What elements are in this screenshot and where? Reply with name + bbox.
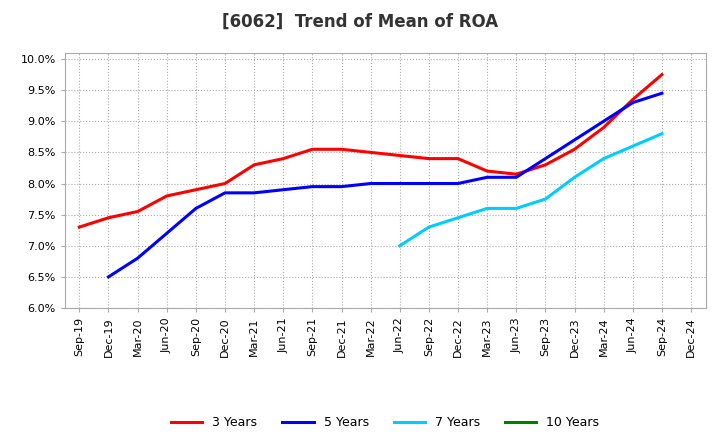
5 Years bbox=[163, 231, 171, 236]
3 Years bbox=[133, 209, 142, 214]
3 Years bbox=[75, 224, 84, 230]
5 Years bbox=[483, 175, 492, 180]
Legend: 3 Years, 5 Years, 7 Years, 10 Years: 3 Years, 5 Years, 7 Years, 10 Years bbox=[166, 411, 604, 434]
3 Years bbox=[308, 147, 317, 152]
7 Years bbox=[599, 156, 608, 161]
5 Years bbox=[104, 274, 113, 279]
7 Years bbox=[454, 215, 462, 220]
7 Years bbox=[483, 206, 492, 211]
7 Years bbox=[425, 224, 433, 230]
5 Years bbox=[541, 156, 550, 161]
5 Years bbox=[629, 100, 637, 105]
3 Years bbox=[163, 193, 171, 198]
7 Years bbox=[629, 143, 637, 149]
7 Years bbox=[512, 206, 521, 211]
5 Years bbox=[133, 256, 142, 261]
5 Years bbox=[366, 181, 375, 186]
3 Years bbox=[570, 147, 579, 152]
3 Years bbox=[483, 169, 492, 174]
5 Years bbox=[308, 184, 317, 189]
3 Years bbox=[629, 97, 637, 102]
5 Years bbox=[599, 119, 608, 124]
5 Years bbox=[279, 187, 287, 192]
5 Years bbox=[454, 181, 462, 186]
3 Years bbox=[657, 72, 666, 77]
Line: 7 Years: 7 Years bbox=[400, 134, 662, 246]
3 Years bbox=[220, 181, 229, 186]
3 Years bbox=[454, 156, 462, 161]
5 Years bbox=[395, 181, 404, 186]
Text: [6062]  Trend of Mean of ROA: [6062] Trend of Mean of ROA bbox=[222, 13, 498, 31]
5 Years bbox=[657, 91, 666, 96]
3 Years bbox=[395, 153, 404, 158]
3 Years bbox=[425, 156, 433, 161]
7 Years bbox=[541, 196, 550, 202]
3 Years bbox=[337, 147, 346, 152]
7 Years bbox=[570, 175, 579, 180]
3 Years bbox=[104, 215, 113, 220]
3 Years bbox=[599, 125, 608, 130]
7 Years bbox=[395, 243, 404, 249]
3 Years bbox=[192, 187, 200, 192]
3 Years bbox=[250, 162, 258, 168]
Line: 3 Years: 3 Years bbox=[79, 75, 662, 227]
3 Years bbox=[541, 162, 550, 168]
Line: 5 Years: 5 Years bbox=[109, 93, 662, 277]
5 Years bbox=[250, 190, 258, 195]
5 Years bbox=[512, 175, 521, 180]
5 Years bbox=[220, 190, 229, 195]
5 Years bbox=[192, 206, 200, 211]
3 Years bbox=[512, 172, 521, 177]
5 Years bbox=[337, 184, 346, 189]
3 Years bbox=[366, 150, 375, 155]
7 Years bbox=[657, 131, 666, 136]
5 Years bbox=[570, 137, 579, 143]
3 Years bbox=[279, 156, 287, 161]
5 Years bbox=[425, 181, 433, 186]
